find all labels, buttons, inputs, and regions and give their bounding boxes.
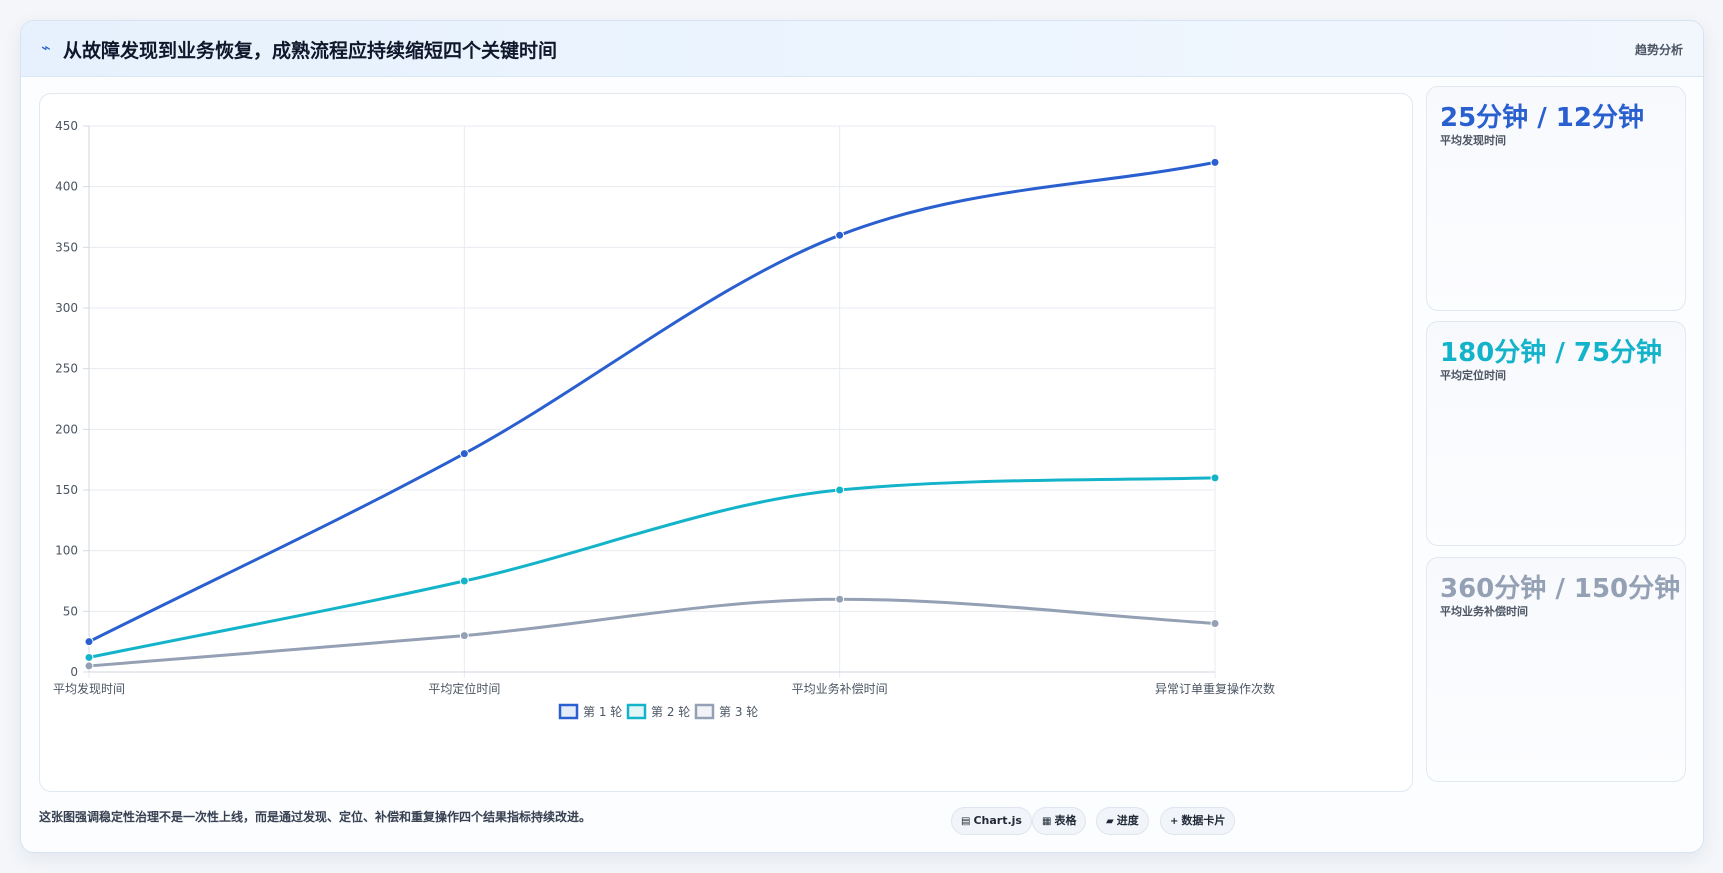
data-point <box>459 576 469 586</box>
data-point <box>1210 157 1220 167</box>
legend-swatch <box>694 703 715 720</box>
legend-label: 第 3 轮 <box>719 705 758 719</box>
series-line-3 <box>87 597 1217 668</box>
kpi-value: 360分钟 / 150分钟 <box>1440 574 1681 604</box>
y-tick-label: 100 <box>55 544 78 558</box>
pill-label: 进度 <box>1116 814 1139 827</box>
data-point <box>835 594 845 604</box>
card-icon: + <box>1170 816 1179 827</box>
legend-swatch <box>626 703 647 720</box>
chart-card: ⌁ 从故障发现到业务恢复，成熟流程应持续缩短四个关键时间 趋势分析 0 50 100… <box>20 20 1704 853</box>
header-tag: 趋势分析 <box>1634 43 1683 57</box>
x-tick-label: 平均定位时间 <box>428 681 500 696</box>
kpi-value: 180分钟 / 75分钟 <box>1440 338 1663 368</box>
chart-panel: 0 50 100 150 200 250 300 350 400 450 平均发现时间 平均定位时间 平… <box>39 93 1413 792</box>
card-header: ⌁ 从故障发现到业务恢复，成熟流程应持续缩短四个关键时间 趋势分析 <box>21 21 1703 77</box>
table-icon: ▦ <box>1042 816 1052 827</box>
line-chart: 0 50 100 150 200 250 300 350 400 450 平均发现时间 平均定位时间 平… <box>53 119 1275 720</box>
pill-chartjs[interactable]: ▤ Chart.js <box>951 807 1032 835</box>
y-tick-label: 0 <box>70 665 78 679</box>
kpi-card-locate: 180分钟 / 75分钟 平均定位时间 <box>1426 321 1686 546</box>
y-tick-label: 350 <box>55 240 78 254</box>
x-tick-label: 平均业务补偿时间 <box>792 681 888 696</box>
kpi-label: 平均业务补偿时间 <box>1440 605 1528 618</box>
kpi-card-compensation: 360分钟 / 150分钟 平均业务补偿时间 <box>1426 557 1686 782</box>
chart-icon: ▤ <box>961 816 971 827</box>
series-line-2 <box>87 476 1217 659</box>
data-point <box>459 631 469 641</box>
data-point <box>84 637 94 647</box>
progress-icon: ▰ <box>1106 816 1114 827</box>
y-tick-label: 250 <box>55 362 78 376</box>
kpi-label: 平均定位时间 <box>1440 369 1506 382</box>
data-point <box>1210 618 1220 628</box>
legend-label: 第 2 轮 <box>651 705 690 719</box>
page-title: 从故障发现到业务恢复，成熟流程应持续缩短四个关键时间 <box>63 40 558 62</box>
footer-note: 这张图强调稳定性治理不是一次性上线，而是通过发现、定位、补偿和重复操作四个结果指… <box>39 810 592 824</box>
y-tick-label: 450 <box>55 119 78 133</box>
legend-label: 第 1 轮 <box>583 705 622 719</box>
y-tick-label: 300 <box>55 301 78 315</box>
series-line-1 <box>87 160 1217 644</box>
data-point <box>459 449 469 459</box>
y-tick-label: 200 <box>55 422 78 436</box>
kpi-value: 25分钟 / 12分钟 <box>1440 103 1644 133</box>
pill-label: 数据卡片 <box>1181 814 1226 827</box>
data-point <box>84 661 94 671</box>
y-tick-label: 150 <box>55 483 78 497</box>
data-point <box>835 230 845 240</box>
trend-icon: ⌁ <box>41 38 51 57</box>
x-tick-label: 平均发现时间 <box>53 681 125 696</box>
legend-swatch <box>558 703 579 720</box>
pill-table[interactable]: ▦ 表格 <box>1032 807 1087 835</box>
y-tick-label: 400 <box>55 180 78 194</box>
data-point <box>1210 473 1220 483</box>
y-tick-label: 50 <box>63 604 78 618</box>
kpi-card-discovery: 25分钟 / 12分钟 平均发现时间 <box>1426 86 1686 311</box>
pill-label: Chart.js <box>973 814 1022 827</box>
kpi-label: 平均发现时间 <box>1440 134 1506 147</box>
x-tick-label: 异常订单重复操作次数 <box>1155 681 1275 696</box>
pill-label: 表格 <box>1054 814 1077 827</box>
pill-data-card[interactable]: + 数据卡片 <box>1160 807 1236 835</box>
data-point <box>835 485 845 495</box>
pill-progress[interactable]: ▰ 进度 <box>1096 807 1149 835</box>
data-point <box>84 652 94 662</box>
